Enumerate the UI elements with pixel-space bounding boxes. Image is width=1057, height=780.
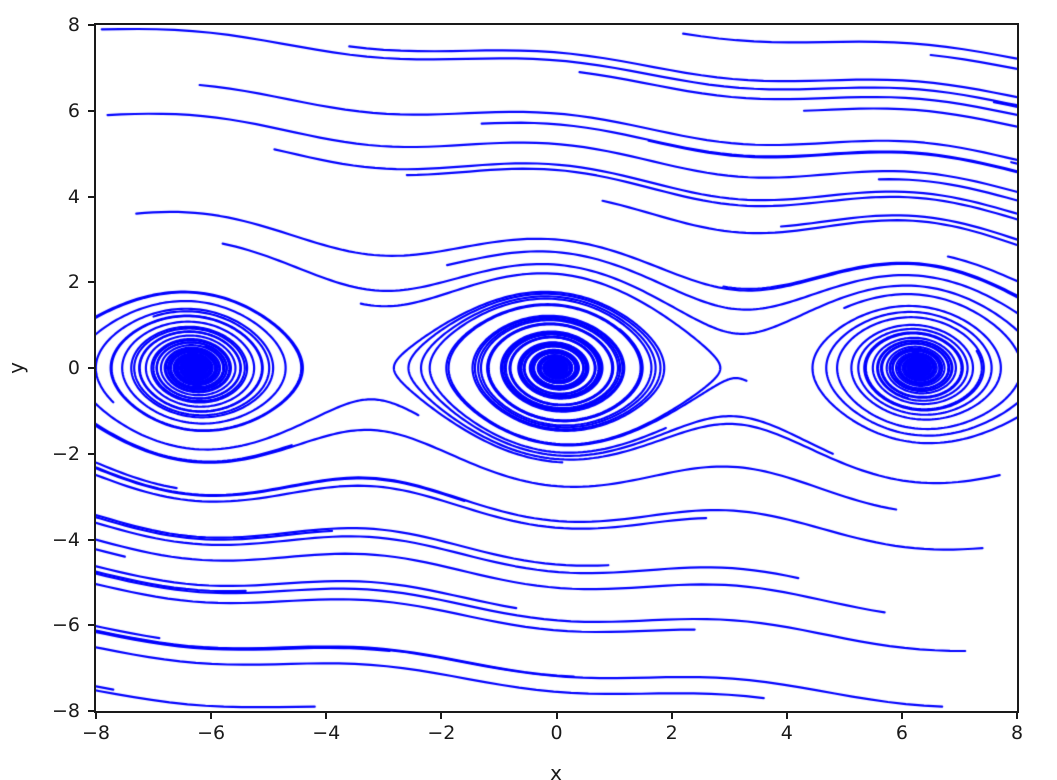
y-tick-mark: [88, 281, 94, 284]
y-tick-mark: [88, 195, 94, 198]
y-tick-label: 2: [67, 271, 80, 294]
y-tick-label: −8: [51, 700, 80, 722]
x-axis-label: x: [550, 761, 562, 780]
y-tick-label: 6: [67, 99, 80, 122]
y-axis-label: y: [4, 362, 28, 374]
x-tick-label: 0: [550, 722, 563, 744]
y-tick-label: −2: [51, 442, 80, 465]
x-tick-mark: [325, 713, 328, 719]
x-tick-label: 4: [780, 722, 793, 744]
x-tick-label: −2: [427, 722, 456, 744]
x-tick-label: 8: [1010, 722, 1024, 744]
y-tick-label: 4: [67, 185, 80, 208]
x-tick-label: 2: [665, 722, 678, 744]
plot-area: [94, 23, 1019, 713]
x-tick-mark: [1016, 713, 1018, 719]
x-tick-mark: [95, 713, 97, 719]
x-tick-label: −8: [81, 722, 110, 744]
y-tick-mark: [88, 538, 94, 541]
x-tick-mark: [785, 713, 788, 719]
trajectories-canvas: [96, 25, 1017, 711]
y-tick-label: −6: [51, 614, 80, 637]
y-tick-mark: [88, 24, 94, 26]
y-tick-mark: [88, 452, 94, 455]
y-tick-mark: [88, 109, 94, 112]
x-tick-label: 6: [895, 722, 908, 744]
y-tick-mark: [88, 710, 94, 712]
y-tick-label: −4: [51, 528, 80, 551]
x-tick-mark: [210, 713, 213, 719]
y-tick-mark: [88, 624, 94, 627]
y-tick-mark: [88, 367, 94, 369]
y-tick-label: 0: [67, 357, 80, 379]
x-tick-mark: [670, 713, 673, 719]
x-tick-label: −4: [312, 722, 341, 744]
x-tick-mark: [900, 713, 903, 719]
x-tick-mark: [555, 713, 558, 719]
x-tick-label: −6: [197, 722, 226, 744]
x-tick-mark: [440, 713, 443, 719]
y-tick-label: 8: [67, 14, 80, 36]
